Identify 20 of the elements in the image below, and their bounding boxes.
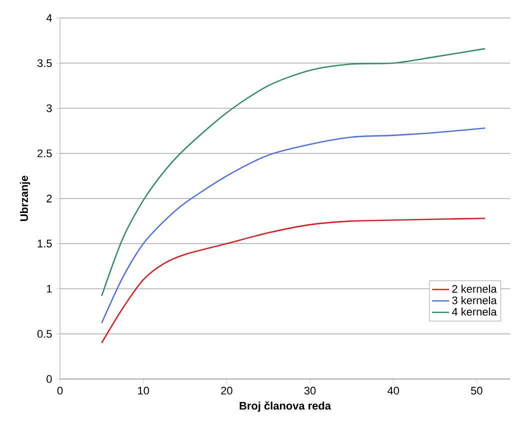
x-tick-label: 0 (57, 386, 63, 395)
x-tick-label: 20 (221, 386, 232, 395)
y-axis-title: Ubrzanje (20, 176, 30, 221)
x-tick-label: 40 (387, 386, 399, 395)
legend-label: 2 kernela (452, 284, 497, 293)
legend-label: 4 kernela (452, 308, 497, 316)
y-tick-label: 0.5 (37, 330, 52, 338)
x-tick-label: 50 (471, 386, 482, 395)
x-tick-label: 10 (138, 386, 149, 395)
y-tick-label: 4 (46, 14, 52, 22)
y-tick-label: 0 (46, 375, 52, 383)
y-tick-label: 1 (46, 284, 52, 293)
y-tick-label: 3.5 (37, 59, 52, 68)
y-tick-label: 3 (46, 104, 52, 112)
y-tick-label: 2 (46, 194, 52, 202)
x-tick-label: 30 (304, 386, 316, 395)
x-axis-title: Broj članova reda (240, 401, 332, 412)
y-tick-label: 1.5 (38, 240, 52, 248)
y-tick-label: 2.5 (38, 150, 52, 158)
legend-label: 3 kernela (452, 296, 497, 304)
